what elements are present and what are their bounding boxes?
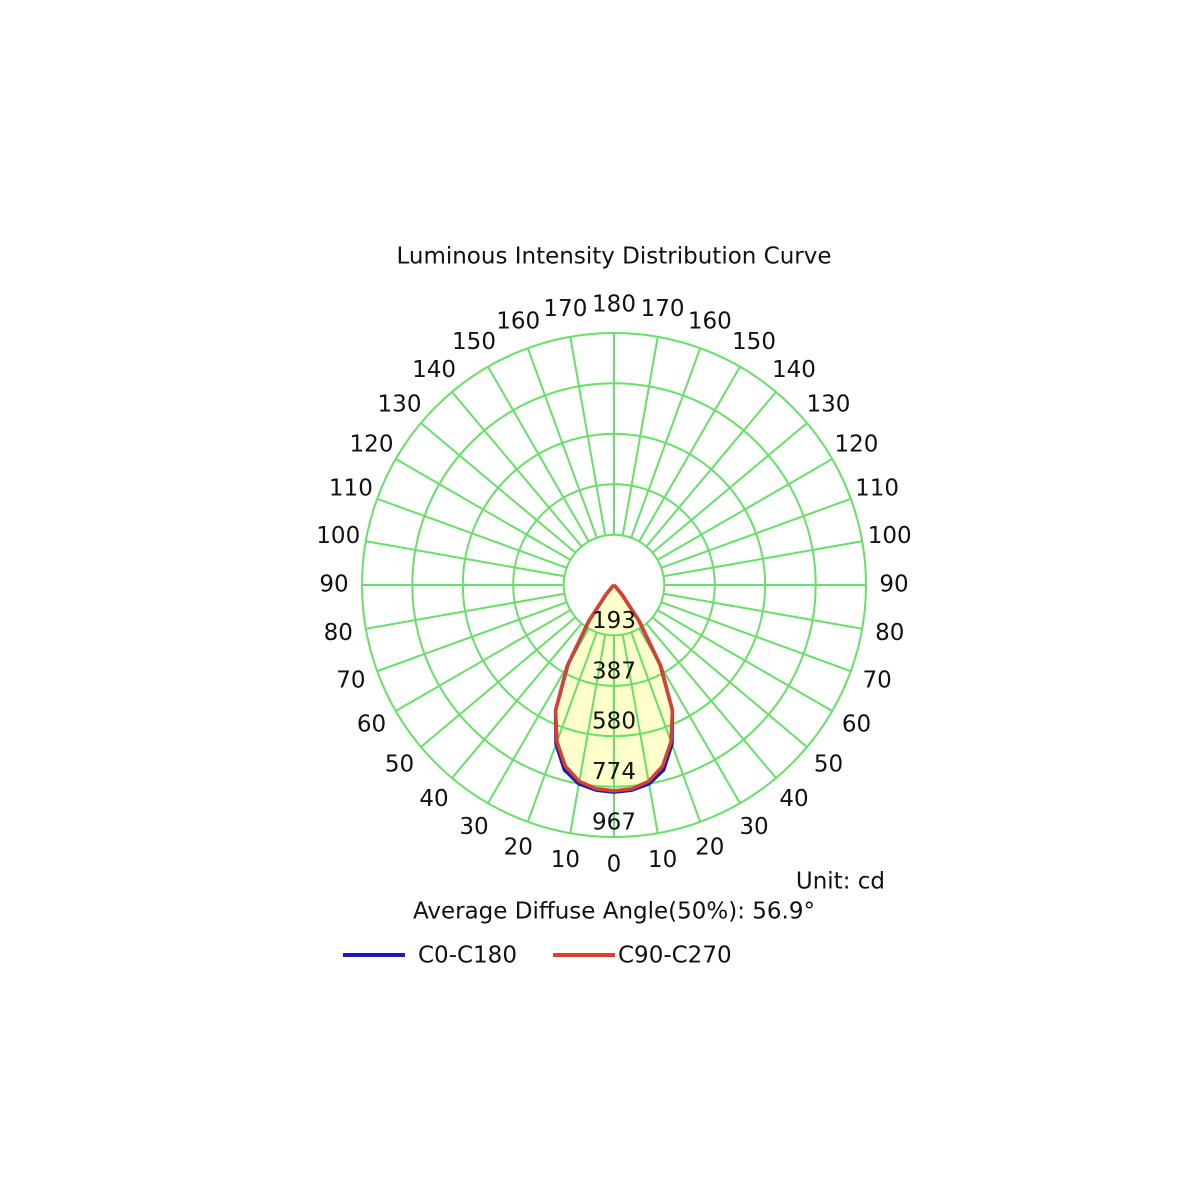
grid-spoke bbox=[526, 631, 598, 823]
grid-spoke bbox=[651, 422, 808, 554]
r-tick-label: 967 bbox=[592, 810, 636, 836]
theta-tick-label: 70 bbox=[336, 667, 365, 693]
theta-tick-label: 110 bbox=[329, 476, 373, 502]
grid-spoke bbox=[663, 540, 863, 578]
grid-spoke bbox=[660, 601, 852, 673]
theta-tick-label: 170 bbox=[641, 296, 685, 322]
grid-spoke bbox=[376, 497, 568, 569]
theta-tick-label: 80 bbox=[875, 620, 904, 646]
grid-spoke bbox=[420, 422, 577, 554]
grid-spoke bbox=[451, 391, 583, 548]
grid-spoke bbox=[645, 391, 777, 548]
theta-tick-label: 140 bbox=[412, 357, 456, 383]
theta-tick-label: 90 bbox=[319, 572, 348, 598]
theta-tick-label: 60 bbox=[842, 712, 871, 738]
grid-spoke bbox=[569, 336, 607, 536]
legend-label: C0-C180 bbox=[418, 943, 517, 969]
theta-tick-label: 10 bbox=[551, 847, 580, 873]
grid-spoke bbox=[526, 347, 598, 539]
grid-spoke bbox=[657, 609, 833, 712]
grid-spoke bbox=[395, 458, 571, 561]
grid-spoke bbox=[651, 616, 808, 748]
theta-tick-label: 30 bbox=[739, 814, 768, 840]
theta-tick-label: 140 bbox=[772, 357, 816, 383]
theta-tick-label: 10 bbox=[648, 847, 677, 873]
grid-spoke bbox=[660, 497, 852, 569]
theta-tick-label: 90 bbox=[879, 572, 908, 598]
grid-spoke bbox=[657, 458, 833, 561]
theta-tick-label: 80 bbox=[324, 620, 353, 646]
grid-spoke bbox=[420, 616, 577, 748]
theta-tick-label: 150 bbox=[452, 329, 496, 355]
grid-spoke bbox=[487, 366, 590, 542]
theta-tick-label: 40 bbox=[419, 786, 448, 812]
theta-tick-label: 130 bbox=[378, 392, 422, 418]
r-tick-label: 774 bbox=[592, 759, 636, 785]
grid-spoke bbox=[365, 592, 565, 630]
grid-spoke bbox=[663, 592, 863, 630]
theta-tick-label: 150 bbox=[732, 329, 776, 355]
theta-tick-label: 110 bbox=[855, 476, 899, 502]
grid-spoke bbox=[376, 601, 568, 673]
grid-spoke bbox=[621, 336, 659, 536]
grid-spoke bbox=[630, 347, 702, 539]
theta-tick-label: 100 bbox=[316, 523, 360, 549]
theta-tick-label: 30 bbox=[459, 814, 488, 840]
theta-tick-label: 40 bbox=[779, 786, 808, 812]
theta-tick-label: 180 bbox=[592, 292, 636, 318]
theta-tick-label: 160 bbox=[496, 308, 540, 334]
theta-tick-label: 50 bbox=[385, 751, 414, 777]
diffuse-angle-note: Average Diffuse Angle(50%): 56.9° bbox=[413, 899, 815, 925]
theta-tick-label: 120 bbox=[350, 432, 394, 458]
theta-tick-label: 20 bbox=[504, 835, 533, 861]
unit-label: Unit: cd bbox=[796, 869, 885, 895]
grid-spoke bbox=[569, 634, 607, 834]
r-tick-label: 193 bbox=[592, 608, 636, 634]
theta-tick-label: 20 bbox=[695, 835, 724, 861]
intensity-curve bbox=[553, 583, 616, 793]
grid-spoke bbox=[395, 609, 571, 712]
r-tick-label: 580 bbox=[592, 709, 636, 735]
theta-tick-label: 130 bbox=[807, 392, 851, 418]
theta-tick-label: 70 bbox=[862, 667, 891, 693]
grid-spoke bbox=[621, 634, 659, 834]
intensity-curve bbox=[612, 583, 675, 793]
theta-tick-label: 50 bbox=[814, 751, 843, 777]
legend-label: C90-C270 bbox=[618, 943, 732, 969]
grid-spoke bbox=[638, 366, 741, 542]
theta-tick-label: 170 bbox=[543, 296, 587, 322]
grid-spoke bbox=[630, 631, 702, 823]
theta-tick-label: 160 bbox=[688, 308, 732, 334]
r-tick-label: 387 bbox=[592, 658, 636, 684]
chart-title: Luminous Intensity Distribution Curve bbox=[396, 244, 831, 270]
theta-tick-label: 120 bbox=[835, 432, 879, 458]
grid-spoke bbox=[645, 622, 777, 779]
grid-spoke bbox=[365, 540, 565, 578]
theta-tick-label: 60 bbox=[357, 712, 386, 738]
grid-spoke bbox=[451, 622, 583, 779]
theta-tick-label: 0 bbox=[607, 852, 622, 878]
theta-tick-label: 100 bbox=[868, 523, 912, 549]
